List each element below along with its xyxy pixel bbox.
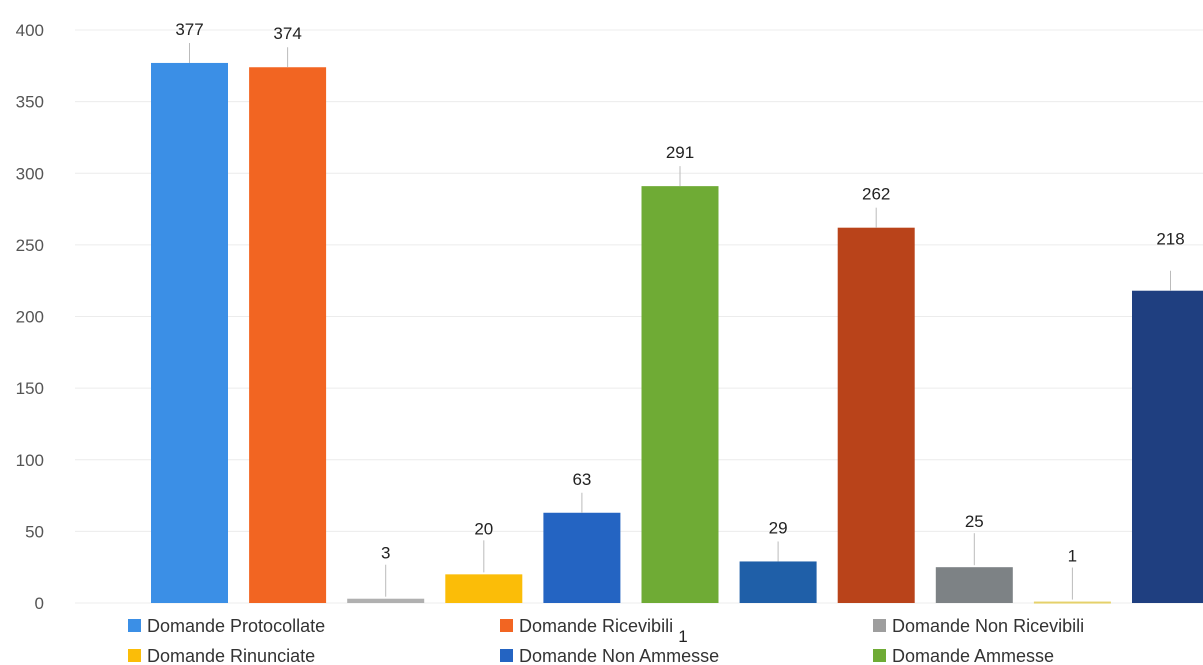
- y-tick-label: 150: [16, 379, 44, 398]
- legend: Domande Protocollate Domande Ricevibili Do…: [128, 616, 1084, 665]
- data-label: 20: [474, 519, 493, 538]
- data-label: 25: [965, 512, 984, 531]
- y-tick-label: 350: [16, 93, 44, 112]
- bar: [1132, 290, 1203, 603]
- bar: [347, 598, 425, 603]
- bar: [151, 62, 228, 603]
- bar: [445, 574, 523, 603]
- legend-swatch: [500, 619, 513, 632]
- bar: [837, 227, 915, 603]
- legend-swatch: [873, 649, 886, 662]
- bar: [641, 186, 719, 603]
- legend-item-label: Domande Non Ricevibili: [892, 616, 1084, 636]
- y-tick-label: 50: [25, 522, 44, 541]
- stray-label: 1: [678, 627, 687, 646]
- legend-item-label: Domande Non Ammesse: [519, 646, 719, 665]
- gridlines: [75, 29, 1203, 604]
- data-label: 3: [381, 544, 390, 563]
- y-tick-label: 100: [16, 451, 44, 470]
- bar: [739, 561, 817, 603]
- bar: [935, 567, 1013, 603]
- y-axis-ticks: 0 50 100 150 200 250 300 350 400: [16, 21, 44, 613]
- data-label: 63: [572, 470, 591, 489]
- legend-item-label: Domande Ricevibili: [519, 616, 673, 636]
- data-label: 377: [175, 20, 203, 39]
- legend-swatch: [128, 619, 141, 632]
- data-label: 374: [273, 24, 301, 43]
- data-label: 218: [1156, 230, 1184, 249]
- bars: [151, 62, 1203, 604]
- y-tick-label: 400: [16, 21, 44, 40]
- bar: [1033, 601, 1111, 604]
- legend-item-label: Domande Protocollate: [147, 616, 325, 636]
- y-tick-label: 250: [16, 236, 44, 255]
- y-tick-label: 200: [16, 308, 44, 327]
- data-label: 262: [862, 185, 890, 204]
- bar: [249, 67, 327, 604]
- data-label: 29: [769, 518, 788, 537]
- legend-swatch: [128, 649, 141, 662]
- data-label: 291: [666, 143, 694, 162]
- data-labels: 377 374 3 20 63 291 29 262 25 1 218: [175, 20, 1185, 600]
- legend-item-label: Domande Ammesse: [892, 646, 1054, 665]
- legend-swatch: [873, 619, 886, 632]
- data-label: 1: [1068, 547, 1077, 566]
- y-tick-label: 0: [35, 594, 44, 613]
- legend-item-label: Domande Rinunciate: [147, 646, 315, 665]
- y-tick-label: 300: [16, 164, 44, 183]
- legend-swatch: [500, 649, 513, 662]
- bar: [543, 512, 621, 603]
